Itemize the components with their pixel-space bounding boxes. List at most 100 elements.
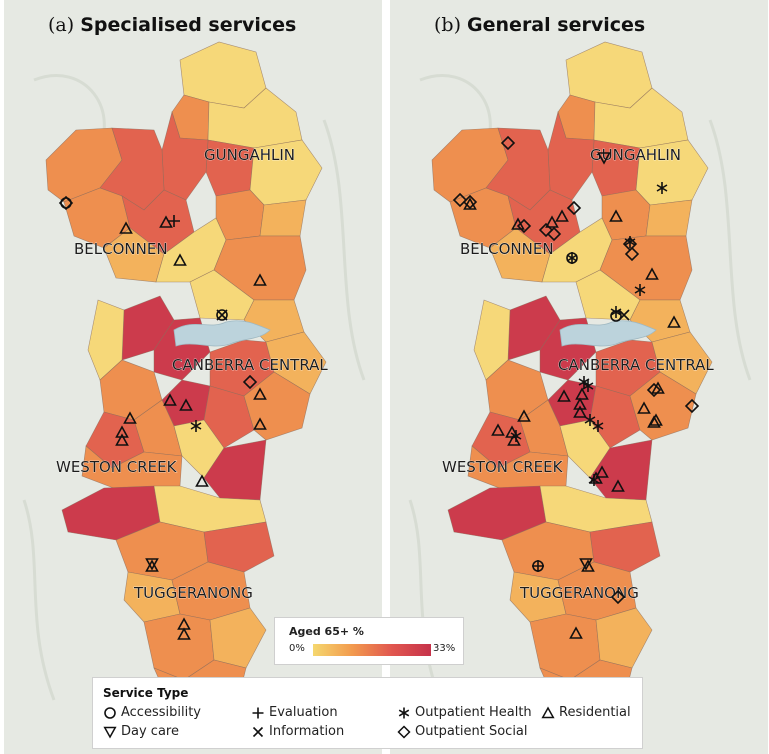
- district: [589, 521, 661, 573]
- panel-letter: (b): [434, 14, 461, 36]
- diamond-icon: [500, 135, 516, 151]
- diamond-icon: [684, 398, 700, 414]
- panel-title-specialised: (a) Specialised services: [48, 14, 296, 36]
- triangle-down-icon: [145, 558, 159, 571]
- region-label-gungahlin: GUNGAHLIN: [204, 146, 295, 164]
- triangle-up-icon: [253, 387, 267, 400]
- legend-label: Outpatient Health: [415, 705, 532, 720]
- region-label-weston-creek: WESTON CREEK: [442, 458, 564, 476]
- asterisk-icon: [510, 430, 522, 442]
- diamond-icon: [538, 222, 554, 238]
- region-label-canberra-central: CANBERRA CENTRAL: [558, 356, 714, 374]
- service-type-legend: Service Type Accessibility Evaluation Ou…: [92, 677, 643, 749]
- legend-title: Service Type: [103, 686, 189, 700]
- asterisk-icon: [566, 252, 578, 264]
- triangle-up-icon: [163, 393, 177, 406]
- diamond-icon: [646, 382, 662, 398]
- triangle-up-icon: [123, 411, 137, 424]
- legend-label: Evaluation: [269, 705, 338, 720]
- diamond-icon: [397, 725, 411, 739]
- panel-general: GUNGAHLIN BELCONNEN CANBERRA CENTRAL WESTON…: [390, 0, 768, 754]
- asterisk-icon: [190, 420, 202, 432]
- triangle-up-icon: [179, 398, 193, 411]
- color-scale-bar: [313, 644, 431, 656]
- triangle-up-icon: [541, 706, 555, 719]
- color-scale: Aged 65+ % 0% 33%: [274, 617, 464, 665]
- triangle-up-icon: [173, 253, 187, 266]
- district: [265, 331, 327, 395]
- color-scale-max: 33%: [433, 643, 456, 654]
- district: [203, 385, 255, 449]
- region-label-tuggeranong: TUGGERANONG: [519, 584, 639, 602]
- circle-icon: [60, 197, 72, 209]
- legend-label: Information: [269, 724, 345, 739]
- district: [467, 445, 569, 493]
- district: [209, 607, 267, 669]
- panel-name: Specialised services: [80, 14, 297, 36]
- district-polygons: [431, 41, 713, 717]
- district: [601, 189, 651, 241]
- service-markers: [58, 195, 267, 640]
- region-label-canberra-central: CANBERRA CENTRAL: [172, 356, 328, 374]
- region-label-belconnen: BELCONNEN: [74, 240, 168, 258]
- triangle-up-icon: [119, 221, 133, 234]
- diamond-icon: [624, 246, 640, 262]
- region-label-weston-creek: WESTON CREEK: [56, 458, 178, 476]
- district: [215, 189, 265, 241]
- diamond-icon: [462, 194, 478, 210]
- triangle-up-icon: [195, 474, 209, 487]
- triangle-down-icon: [103, 726, 117, 739]
- region-label-gungahlin: GUNGAHLIN: [590, 146, 681, 164]
- district: [651, 331, 713, 395]
- triangle-up-icon: [581, 559, 595, 572]
- district: [203, 439, 267, 501]
- diamond-icon: [566, 200, 582, 216]
- triangle-down-icon: [597, 152, 611, 165]
- district: [203, 521, 275, 573]
- triangle-up-icon: [253, 417, 267, 430]
- triangle-up-icon: [555, 209, 569, 222]
- circle-icon: [566, 252, 578, 264]
- triangle-up-icon: [667, 315, 681, 328]
- legend-label: Day care: [121, 724, 179, 739]
- asterisk-icon: [592, 420, 604, 432]
- circle-icon: [104, 707, 116, 719]
- region-label-tuggeranong: TUGGERANONG: [133, 584, 253, 602]
- triangle-up-icon: [595, 465, 609, 478]
- color-scale-title: Aged 65+ %: [289, 625, 364, 638]
- circle-icon: [216, 309, 228, 321]
- triangle-up-icon: [573, 405, 587, 418]
- triangle-up-icon: [569, 626, 583, 639]
- district: [589, 385, 641, 449]
- circle-icon: [610, 310, 622, 322]
- region-label-belconnen: BELCONNEN: [460, 240, 554, 258]
- triangle-up-icon: [645, 267, 659, 280]
- district-polygons: [45, 41, 327, 717]
- triangle-up-icon: [145, 559, 159, 572]
- service-markers: [452, 135, 700, 639]
- legend-label: Accessibility: [121, 705, 201, 720]
- asterisk-icon: [584, 414, 596, 426]
- map-specialised: GUNGAHLIN BELCONNEN CANBERRA CENTRAL WESTON…: [4, 0, 382, 754]
- panel-specialised: GUNGAHLIN BELCONNEN CANBERRA CENTRAL WESTON…: [4, 0, 382, 754]
- asterisk-icon: [656, 182, 668, 194]
- plus-icon: [532, 560, 544, 572]
- diamond-icon: [610, 589, 626, 605]
- panel-name: General services: [467, 14, 646, 36]
- panel-letter: (a): [48, 14, 75, 36]
- asterisk-icon: [582, 380, 594, 392]
- triangle-up-icon: [159, 215, 173, 228]
- district: [259, 199, 307, 237]
- diamond-icon: [242, 374, 258, 390]
- triangle-up-icon: [573, 397, 587, 410]
- lake: [559, 320, 657, 347]
- lake: [173, 320, 271, 347]
- triangle-up-icon: [545, 215, 559, 228]
- triangle-up-icon: [177, 627, 191, 640]
- legend-label: Residential: [559, 705, 631, 720]
- district: [629, 371, 697, 441]
- district: [595, 607, 653, 669]
- triangle-up-icon: [253, 273, 267, 286]
- color-scale-min: 0%: [289, 643, 305, 654]
- triangle-up-icon: [517, 409, 531, 422]
